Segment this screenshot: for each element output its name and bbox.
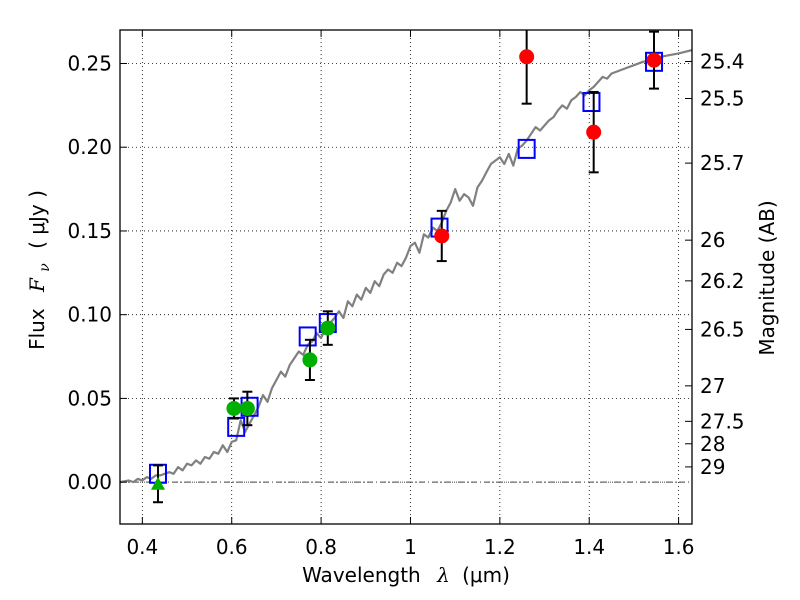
x-tick-label: 1.2: [484, 535, 516, 559]
y2-tick-label: 29: [700, 455, 725, 479]
x-tick-label: 1: [404, 535, 417, 559]
optical-data-point: [302, 352, 318, 368]
y-tick-label: 0.15: [67, 219, 112, 243]
model-point-square: [517, 138, 536, 159]
model-spectrum-line: [120, 49, 692, 484]
x-axis-title: Wavelength λ (μm): [302, 563, 510, 587]
y-axis-title-subscript: ν: [37, 263, 53, 272]
plot-area: [120, 30, 692, 504]
x-tick-label: 0.4: [126, 535, 158, 559]
y2-tick-label: 25.7: [700, 151, 745, 175]
axis-ticks: 0.4 0.6 0.8 1 1.2 1.4 1.6 0.00 0.05 0.10 0.15 0.20 0…: [67, 30, 745, 559]
y-tick-label: 0.00: [67, 470, 112, 494]
x-axis-title-unit: (μm): [462, 563, 510, 587]
y-tick-label: 0.25: [67, 51, 112, 75]
optical-data-point: [226, 400, 242, 416]
grid: [120, 30, 692, 524]
x-tick-label: 1.4: [573, 535, 605, 559]
y2-tick-label: 27: [700, 374, 725, 398]
x-tick-label: 1.6: [663, 535, 695, 559]
y-axis-title-symbol: F: [25, 277, 49, 293]
plot-frame: [119, 29, 693, 525]
y2-tick-label: 26: [700, 228, 725, 252]
nir-data-point: [646, 52, 662, 68]
nir-data-point: [434, 228, 450, 244]
optical-data-point: [239, 400, 255, 416]
x-axis-title-symbol: λ: [436, 563, 450, 587]
y2-tick-label: 26.5: [700, 317, 745, 341]
upper-limit-triangle: [150, 476, 165, 490]
optical-data-point: [320, 320, 336, 336]
y-axis-title-text: Flux: [25, 308, 49, 350]
model-point-square: [298, 326, 317, 347]
y-tick-label: 0.20: [67, 135, 112, 159]
y-axis-title-unit: ( μJy ): [25, 190, 49, 249]
y-axis-title: Flux F ν ( μJy ): [25, 190, 54, 350]
y2-tick-label: 26.2: [700, 269, 745, 293]
x-tick-label: 0.6: [216, 535, 248, 559]
y2-tick-label: 25.4: [700, 49, 745, 73]
y-tick-label: 0.10: [67, 303, 112, 327]
y2-tick-label: 25.5: [700, 86, 745, 110]
nir-data-point: [519, 49, 535, 65]
model-point-square: [582, 92, 601, 113]
y-tick-label: 0.05: [67, 386, 112, 410]
nir-data-point: [586, 124, 602, 140]
y2-tick-label: 28: [700, 432, 725, 456]
x-axis-title-text: Wavelength: [302, 563, 421, 587]
y2-axis-title: Magnitude (AB): [755, 200, 779, 355]
x-tick-label: 0.8: [305, 535, 337, 559]
y2-tick-label: 27.5: [700, 409, 745, 433]
